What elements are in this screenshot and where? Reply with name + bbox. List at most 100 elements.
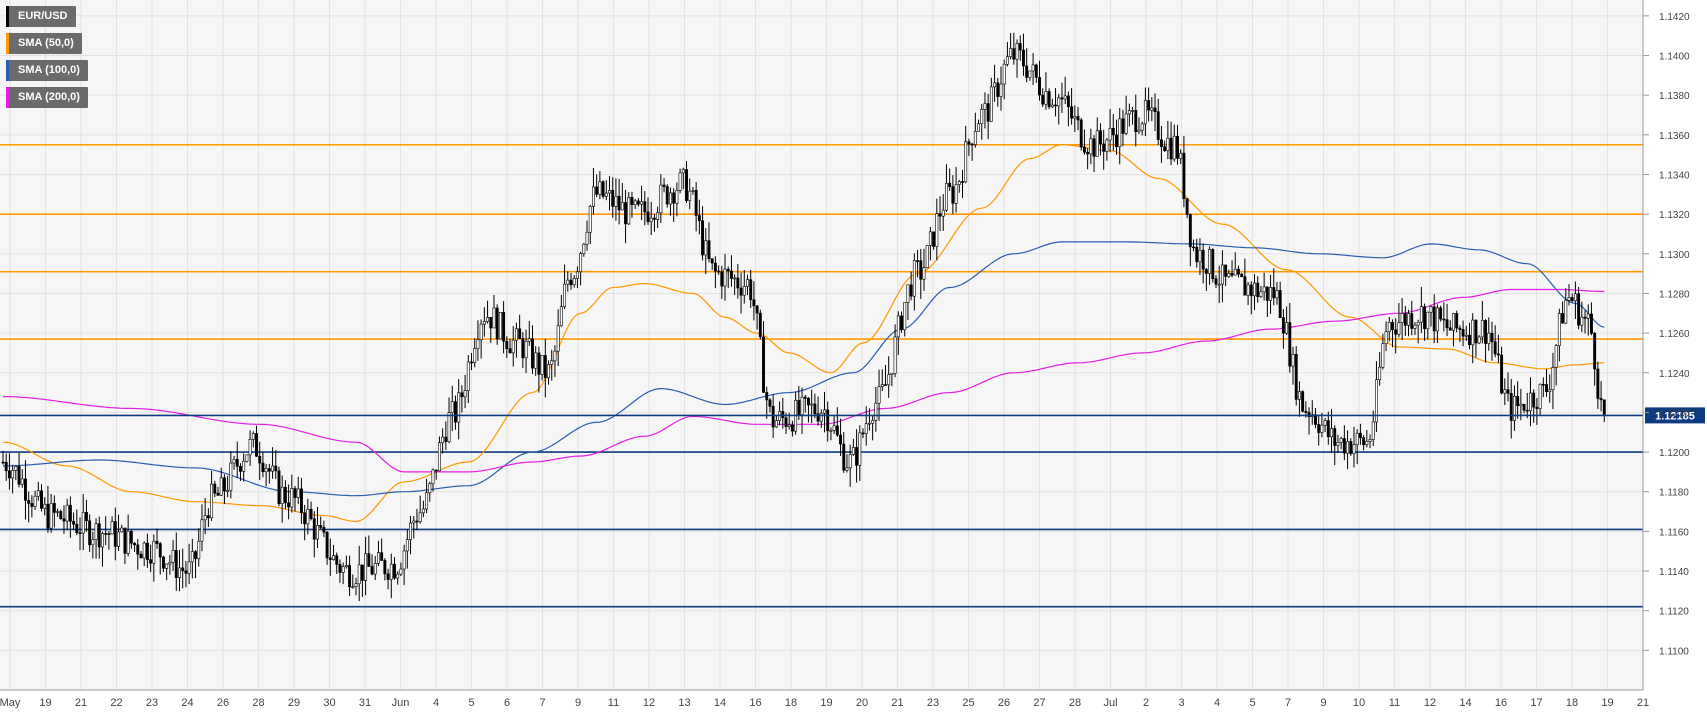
y-tick-label: 1.1160	[1659, 527, 1689, 538]
candle-body	[848, 454, 852, 469]
candle-body	[24, 478, 27, 501]
candle-body	[357, 564, 361, 585]
candle-body	[1005, 56, 1009, 65]
candle-body	[954, 184, 958, 204]
candle-body	[52, 503, 56, 513]
candle-body	[900, 315, 903, 331]
candle-body	[787, 424, 791, 427]
candle-body	[1073, 116, 1077, 119]
candle-body	[479, 323, 483, 341]
candle-body	[839, 434, 843, 445]
candle-body	[1159, 139, 1163, 147]
candle-body	[572, 278, 576, 286]
price-tag	[1645, 407, 1705, 424]
candle-body	[556, 325, 560, 352]
candle-body	[296, 488, 300, 498]
candle-body	[614, 195, 618, 207]
candle-body	[168, 562, 172, 565]
candle-body	[399, 568, 403, 575]
candle-body	[656, 212, 660, 220]
candle-body	[1195, 246, 1199, 263]
candle-body	[203, 515, 207, 521]
candle-body	[1471, 319, 1475, 346]
candle-body	[264, 468, 268, 473]
candle-body	[1070, 106, 1074, 119]
candle-body	[303, 512, 307, 525]
candle-body	[1378, 366, 1382, 381]
candle-body	[187, 561, 191, 574]
candle-body	[1326, 420, 1330, 438]
legend-sma100[interactable]: SMA (100,0)	[6, 60, 88, 81]
candle-body	[1025, 65, 1029, 78]
candle-body	[640, 201, 644, 205]
candle-body	[768, 399, 772, 407]
candle-body	[999, 83, 1003, 97]
candle-body	[823, 409, 826, 414]
candle-body	[973, 131, 977, 145]
candle-body	[1522, 403, 1526, 411]
candle-body	[1503, 389, 1507, 394]
candle-body	[33, 495, 37, 507]
candle-body	[1012, 48, 1016, 60]
candle-body	[884, 384, 887, 386]
candle-body	[271, 465, 275, 472]
x-tick-label: 16	[1495, 697, 1507, 709]
candle-body	[531, 338, 534, 369]
candle-body	[1156, 111, 1160, 141]
x-tick-label: 12	[643, 697, 655, 709]
candle-body	[582, 243, 586, 254]
candle-body	[40, 490, 43, 509]
candle-body	[190, 551, 194, 563]
candle-body	[1115, 134, 1118, 148]
candle-body	[1150, 107, 1154, 111]
candle-body	[938, 213, 942, 217]
candle-body	[476, 339, 480, 349]
candle-body	[1477, 336, 1481, 344]
candle-body	[819, 412, 823, 422]
x-tick-label: 29	[288, 697, 300, 709]
candle-body	[14, 466, 18, 471]
candle-body	[755, 305, 759, 314]
candle-body	[267, 468, 271, 472]
candle-body	[421, 508, 425, 514]
candle-body	[967, 141, 971, 145]
candle-body	[1076, 116, 1080, 121]
x-tick-label: 23	[146, 697, 158, 709]
candle-body	[470, 361, 473, 364]
candle-body	[906, 284, 910, 303]
candle-body	[986, 103, 990, 122]
x-tick-label: 3	[1178, 697, 1184, 709]
candle-body	[197, 540, 201, 560]
candle-body	[659, 184, 663, 214]
candle-body	[158, 543, 162, 558]
candle-body	[1541, 383, 1545, 386]
legend-sma200[interactable]: SMA (200,0)	[6, 87, 88, 108]
candle-body	[1512, 395, 1516, 421]
candle-body	[736, 277, 740, 289]
candle-body	[1047, 91, 1051, 108]
candle-body	[1432, 306, 1436, 332]
candle-body	[1050, 104, 1054, 108]
candle-body	[957, 181, 961, 185]
candle-body	[1124, 113, 1128, 134]
candle-body	[441, 436, 445, 444]
candle-body	[1086, 151, 1090, 155]
legend-sma50[interactable]: SMA (50,0)	[6, 33, 82, 54]
candle-body	[871, 420, 875, 424]
support-resistance-lines	[0, 143, 1643, 608]
sma100-swatch	[6, 60, 9, 81]
candle-body	[43, 503, 47, 509]
candle-body	[662, 184, 666, 187]
legend-symbol[interactable]: EUR/USD	[6, 6, 76, 27]
candle-body	[104, 533, 108, 535]
candle-body	[1561, 313, 1565, 324]
candle-body	[591, 186, 595, 207]
candle-body	[867, 422, 871, 425]
candle-body	[1358, 432, 1362, 438]
candle-body	[1153, 107, 1157, 113]
candle-body	[1105, 139, 1109, 152]
candle-body	[65, 504, 69, 522]
candle-body	[1413, 324, 1417, 329]
